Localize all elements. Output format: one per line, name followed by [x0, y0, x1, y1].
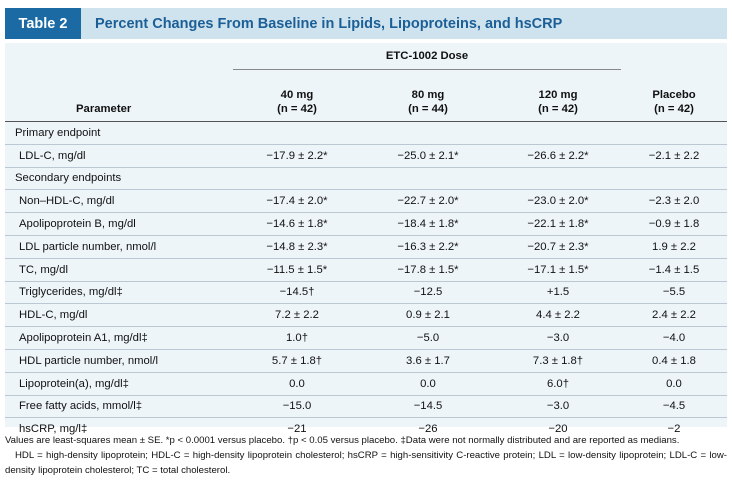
table-row: TC, mg/dl −11.5 ± 1.5* −17.8 ± 1.5* −17.… — [5, 258, 727, 282]
table-row: Non–HDL-C, mg/dl −17.4 ± 2.0* −22.7 ± 2.… — [5, 189, 727, 214]
row-label: LDL particle number, nmol/l — [5, 235, 233, 259]
table-cell: −26.6 ± 2.2* — [495, 144, 621, 168]
table-row: Free fatty acids, mmol/l‡ −15.0 −14.5 −3… — [5, 395, 727, 419]
table-cell: 0.0 — [361, 372, 495, 396]
section-header: Primary endpoint — [5, 121, 727, 145]
row-label: Triglycerides, mg/dl‡ — [5, 281, 233, 305]
table-cell: 7.3 ± 1.8† — [495, 349, 621, 373]
table-row: Triglycerides, mg/dl‡ −14.5† −12.5 +1.5 … — [5, 281, 727, 305]
data-table: ETC-1002 Dose Parameter 40 mg (n = 42) 80… — [5, 43, 727, 440]
table-cell: −20 — [548, 423, 568, 436]
row-label: Lipoprotein(a), mg/dl‡ — [5, 372, 233, 396]
column-header: Placebo (n = 42) — [621, 69, 727, 122]
row-label: HDL particle number, nmol/l — [5, 349, 233, 373]
table-cell: 1.0† — [233, 326, 361, 350]
table-cell: −16.3 ± 2.2* — [361, 235, 495, 259]
table-row: HDL particle number, nmol/l 5.7 ± 1.8† 3… — [5, 349, 727, 373]
table-cell: −25.0 ± 2.1* — [361, 144, 495, 168]
table-cell: −2 — [667, 423, 681, 436]
table-body: Primary endpoint LDL-C, mg/dl −17.9 ± 2.… — [5, 121, 727, 441]
table-cell: −15.0 — [233, 395, 361, 419]
table-cell: −0.9 ± 1.8 — [621, 212, 727, 236]
column-header: 40 mg (n = 42) — [233, 69, 361, 122]
row-label: Apolipoprotein A1, mg/dl‡ — [5, 326, 233, 350]
table-row: Apolipoprotein A1, mg/dl‡ 1.0† −5.0 −3.0… — [5, 326, 727, 350]
row-label: Apolipoprotein B, mg/dl — [5, 212, 233, 236]
table-cell: −14.6 ± 1.8* — [233, 212, 361, 236]
table-cell: −17.8 ± 1.5* — [361, 258, 495, 282]
table-cell: −17.9 ± 2.2* — [233, 144, 361, 168]
table-cell: 7.2 ± 2.2 — [233, 303, 361, 328]
data-table-container: ETC-1002 Dose Parameter 40 mg (n = 42) 80… — [5, 43, 727, 435]
table-cell: 0.0 — [621, 372, 727, 396]
group-header: ETC-1002 Dose — [233, 43, 621, 70]
table-cell: −18.4 ± 1.8* — [361, 212, 495, 236]
table-cell: −2.3 ± 2.0 — [621, 189, 727, 214]
table-cell: 5.7 ± 1.8† — [233, 349, 361, 373]
footnote-values: Values are least-squares mean ± SE. *p <… — [5, 435, 680, 446]
table-cell: −17.1 ± 1.5* — [495, 258, 621, 282]
row-label: LDL-C, mg/dl — [5, 144, 233, 168]
table-cell: −4.0 — [621, 326, 727, 350]
table-cell: −5.5 — [621, 281, 727, 305]
column-header: 120 mg (n = 42) — [495, 69, 621, 122]
table-cell: 0.9 ± 2.1 — [361, 303, 495, 328]
table-row: HDL-C, mg/dl 7.2 ± 2.2 0.9 ± 2.1 4.4 ± 2… — [5, 303, 727, 328]
table-cell: −21 — [287, 423, 307, 436]
table-cell: −23.0 ± 2.0* — [495, 189, 621, 214]
table-cell: −5.0 — [361, 326, 495, 350]
table-row: Lipoprotein(a), mg/dl‡ 0.0 0.0 6.0† 0.0 — [5, 372, 727, 396]
table-row: hsCRP, mg/l‡ −21 −26 −20 −2 — [5, 418, 727, 440]
table-number: Table 2 — [5, 8, 81, 39]
footnote-abbreviations: HDL = high-density lipoprotein; HDL-C = … — [5, 450, 727, 476]
row-label: hsCRP, mg/l‡ — [19, 423, 88, 436]
table-cell: −22.7 ± 2.0* — [361, 189, 495, 214]
column-header-row: Parameter 40 mg (n = 42) 80 mg (n = 44) 12… — [5, 69, 727, 122]
table-cell: −11.5 ± 1.5* — [233, 258, 361, 282]
table-row: LDL particle number, nmol/l −14.8 ± 2.3*… — [5, 235, 727, 259]
column-header: 80 mg (n = 44) — [361, 69, 495, 122]
table-cell: −17.4 ± 2.0* — [233, 189, 361, 214]
table-cell: 6.0† — [495, 372, 621, 396]
table-cell: −14.5 — [361, 395, 495, 419]
table-cell: −22.1 ± 1.8* — [495, 212, 621, 236]
table-cell: −20.7 ± 2.3* — [495, 235, 621, 259]
table-cell: −14.8 ± 2.3* — [233, 235, 361, 259]
section-header: Secondary endpoints — [5, 167, 727, 191]
table-title: Percent Changes From Baseline in Lipids,… — [81, 8, 727, 39]
table-cell: 1.9 ± 2.2 — [621, 235, 727, 259]
row-label: TC, mg/dl — [5, 258, 233, 282]
table-cell: −26 — [418, 423, 438, 436]
table-cell: +1.5 — [495, 281, 621, 305]
table-cell: −1.4 ± 1.5 — [621, 258, 727, 282]
parameter-header: Parameter — [5, 69, 233, 122]
group-header-row: ETC-1002 Dose — [5, 43, 727, 70]
table-row: LDL-C, mg/dl −17.9 ± 2.2* −25.0 ± 2.1* −… — [5, 144, 727, 168]
row-label: HDL-C, mg/dl — [5, 303, 233, 328]
table-footnotes: Values are least-squares mean ± SE. *p <… — [5, 433, 727, 478]
table-cell: −12.5 — [361, 281, 495, 305]
row-label: Non–HDL-C, mg/dl — [5, 189, 233, 214]
table-cell: 2.4 ± 2.2 — [621, 303, 727, 328]
table-cell: −4.5 — [621, 395, 727, 419]
table-row: Apolipoprotein B, mg/dl −14.6 ± 1.8* −18… — [5, 212, 727, 236]
table-cell: −2.1 ± 2.2 — [621, 144, 727, 168]
table-title-bar: Table 2 Percent Changes From Baseline in… — [5, 8, 727, 39]
table-cell: −3.0 — [495, 395, 621, 419]
table-cell: −3.0 — [495, 326, 621, 350]
row-label: Free fatty acids, mmol/l‡ — [5, 395, 233, 419]
table-cell: 4.4 ± 2.2 — [495, 303, 621, 328]
table-cell: 3.6 ± 1.7 — [361, 349, 495, 373]
table-cell: −14.5† — [233, 281, 361, 305]
table-cell: 0.0 — [233, 372, 361, 396]
table-cell: 0.4 ± 1.8 — [621, 349, 727, 373]
